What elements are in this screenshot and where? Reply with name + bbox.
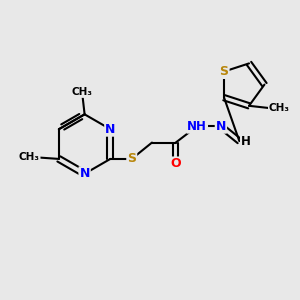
Text: H: H xyxy=(241,135,251,148)
Text: S: S xyxy=(127,152,136,165)
Text: N: N xyxy=(105,123,116,136)
Text: CH₃: CH₃ xyxy=(72,87,93,97)
Text: CH₃: CH₃ xyxy=(269,103,290,113)
Text: O: O xyxy=(170,158,181,170)
Text: S: S xyxy=(220,65,229,78)
Text: NH: NH xyxy=(187,120,207,133)
Text: N: N xyxy=(80,167,90,180)
Text: N: N xyxy=(216,120,226,133)
Text: CH₃: CH₃ xyxy=(19,152,40,162)
